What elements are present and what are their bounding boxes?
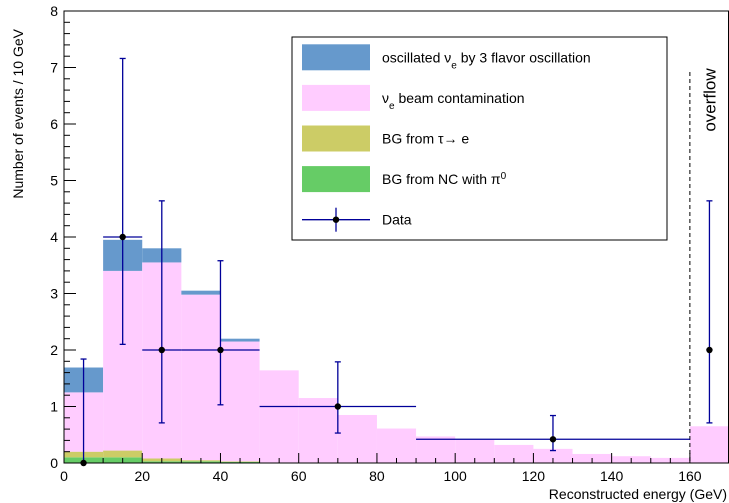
x-tick-label: 160 [678,468,702,484]
y-tick-label: 5 [50,173,58,189]
data-point [158,346,165,354]
legend-data-marker [332,216,340,223]
legend-label-tau: BG from τ→ e [382,131,469,147]
bar-beam [220,341,260,462]
legend-label-data: Data [382,212,412,228]
bar-beam [689,426,729,463]
bar-beam [337,414,377,463]
y-tick-label: 1 [50,399,58,415]
x-tick-label: 140 [600,468,624,484]
bar-beam [533,448,573,463]
x-tick-label: 80 [369,468,385,484]
y-tick-label: 4 [50,229,58,245]
legend: oscillated νe by 3 flavor oscillation νe … [291,36,668,241]
x-tick-label: 100 [443,468,467,484]
bar-tau [103,450,143,458]
data-point [119,233,126,241]
data-point [334,403,342,410]
legend-label-nc: BG from NC with π0 [382,171,507,188]
y-axis-label: Number of events / 10 GeV [10,28,26,198]
legend-swatch-nc [302,166,370,193]
y-tick-label: 7 [50,60,58,76]
x-tick-label: 20 [134,468,150,484]
bar-osc [220,338,260,342]
y-tick-label: 6 [50,116,58,132]
legend-label-osc: oscillated νe by 3 flavor oscillation [382,49,591,71]
axes: 0 20 40 60 80 100 120 140 160 0 1 2 3 4 5 6 7 8 [50,3,702,484]
bar-beam [181,294,221,461]
x-tick-label: 40 [213,468,229,484]
legend-label-beam: νe beam contamination [382,90,525,112]
legend-swatch-tau [302,125,370,152]
y-tick-label: 2 [50,342,58,358]
data-point [217,346,224,354]
bar-beam [259,370,299,463]
overflow-label: overflow [700,68,719,132]
y-tick-label: 0 [50,455,58,471]
x-axis-label: Reconstructed energy (GeV) [549,486,727,502]
bar-beam [376,428,417,463]
legend-swatch-osc [302,44,370,71]
bar-beam [494,444,534,463]
x-tick-label: 120 [522,468,546,484]
data-point [706,346,713,354]
y-tick-label: 3 [50,286,58,302]
data-points [80,57,713,467]
data-point [549,436,557,443]
x-tick-label: 60 [291,468,307,484]
x-tick-label: 0 [60,468,68,484]
bar-osc [181,290,221,295]
overflow-region: overflow [689,68,719,463]
data-point [80,459,87,467]
y-tick-label: 8 [50,3,58,19]
bar-beam [455,439,495,463]
bar-beam [298,398,338,463]
legend-swatch-beam [302,84,370,111]
